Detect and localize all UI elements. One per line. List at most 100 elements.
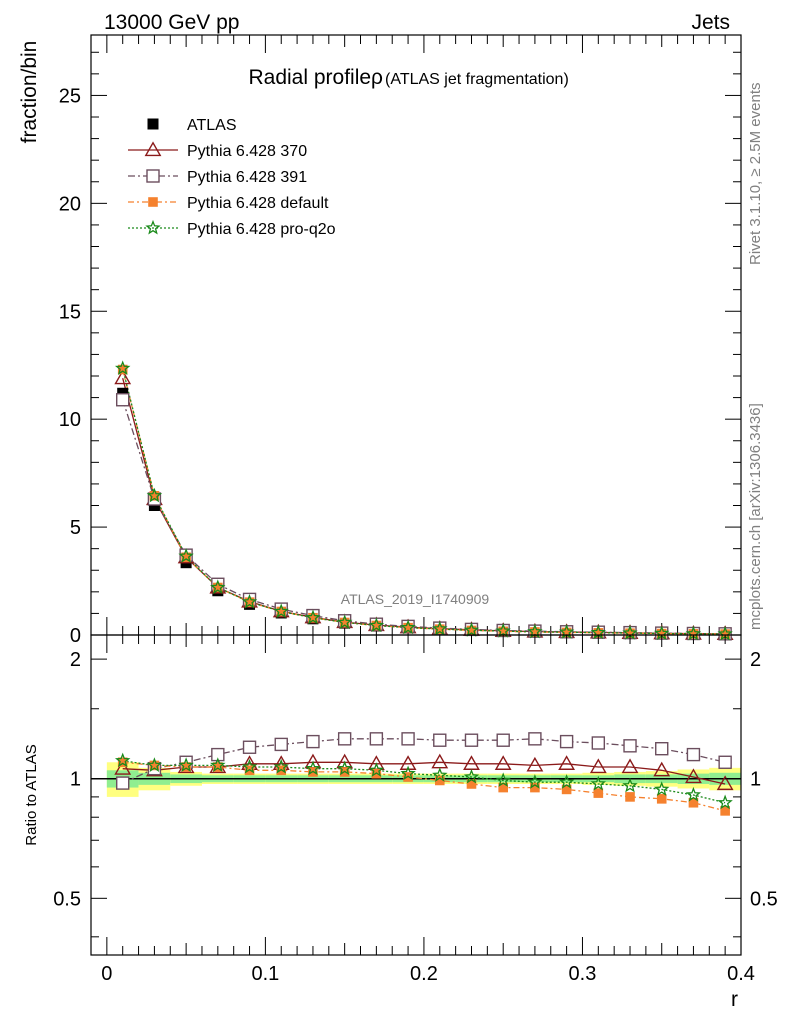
ratio-point-pythia-6-428-370 <box>558 755 576 770</box>
point-pythia-6-428-default <box>466 625 477 636</box>
point-pythia-6-428-default <box>308 612 318 623</box>
ratio-point-pythia-6-428-pro-q2o <box>114 752 131 768</box>
point-pythia-6-428-default <box>244 597 255 607</box>
main-yaxis: 0 5 10 15 20 25 <box>59 51 741 647</box>
point-pythia-6-428-pro-q2o <box>146 487 163 503</box>
point-pythia-6-428-pro-q2o <box>432 620 448 636</box>
ratio-point-pythia-6-428-pro-q2o <box>336 760 353 776</box>
ratio-point-pythia-6-428-391 <box>496 733 510 747</box>
ratio-point-pythia-6-428-default <box>561 784 572 795</box>
ratio-xlabel: r <box>731 988 738 1011</box>
ratio-point-pythia-6-428-default <box>213 762 223 772</box>
point-pythia-6-428-370 <box>114 369 132 385</box>
ratio-ytick-label-right: 2 <box>750 649 761 671</box>
ratio-panel: 0.5 0.51 12 2 0 0.1 0.2 0.3 0.4 Ratio to ATLAS … <box>23 634 778 1011</box>
ratio-point-pythia-6-428-default <box>149 760 160 771</box>
ratio-point-pythia-6-428-pro-q2o <box>178 757 194 772</box>
legend: ATLAS Pythia 6.428 370 Pythia 6.428 391 Pyt… <box>128 117 336 238</box>
point-pythia-6-428-default <box>149 490 160 501</box>
ratio-point-pythia-6-428-391 <box>369 732 384 746</box>
ratio-point-pythia-6-428-default <box>688 797 699 808</box>
ratio-point-pythia-6-428-pro-q2o <box>241 758 258 774</box>
point-pythia-6-428-pro-q2o <box>400 619 416 635</box>
point-pythia-6-428-default <box>688 629 699 639</box>
ratio-point-pythia-6-428-370 <box>589 758 607 774</box>
ratio-point-pythia-6-428-default <box>593 788 604 798</box>
point-pythia-6-428-default <box>593 628 604 638</box>
ratio-line-pythia-6-428-pro-q2o <box>122 760 726 804</box>
legend-marker-pythia-6-428-391 <box>146 169 160 183</box>
legend-label-pythia-6-428-pro-q2o: Pythia 6.428 pro-q2o <box>187 221 336 238</box>
legend-marker-pythia-6-428-default <box>148 197 158 207</box>
ratio-ytick-label-right: 0.5 <box>750 888 778 910</box>
ratio-point-pythia-6-428-391 <box>337 732 352 746</box>
point-pythia-6-428-default <box>339 617 350 628</box>
legend-label-pythia-6-428-370: Pythia 6.428 370 <box>187 143 307 160</box>
ratio-point-pythia-6-428-391 <box>116 776 130 790</box>
point-pythia-6-428-default <box>371 620 382 631</box>
main-ytick-label: 5 <box>70 517 81 539</box>
ratio-point-pythia-6-428-pro-q2o <box>495 772 511 787</box>
main-subtitle: (ATLAS jet fragmentation) <box>385 71 569 88</box>
point-pythia-6-428-pro-q2o <box>368 617 385 633</box>
ratio-point-pythia-6-428-391 <box>718 755 732 769</box>
ratio-point-pythia-6-428-370 <box>653 761 671 777</box>
ratio-point-pythia-6-428-391 <box>686 747 701 762</box>
ratio-point-pythia-6-428-391 <box>559 734 574 749</box>
ratio-point-pythia-6-428-pro-q2o <box>622 777 638 793</box>
ratio-point-pythia-6-428-391 <box>655 742 669 756</box>
ratio-point-pythia-6-428-pro-q2o <box>273 758 289 774</box>
mcplots-label: mcplots.cern.ch [arXiv:1306.3436] <box>747 403 764 630</box>
legend-label-atlas: ATLAS <box>187 117 237 134</box>
main-series-markers <box>114 360 734 641</box>
point-pythia-6-428-default <box>181 552 191 563</box>
ratio-point-pythia-6-428-pro-q2o <box>368 762 385 777</box>
ratio-point-pythia-6-428-391 <box>274 737 288 752</box>
ratio-point-pythia-6-428-370 <box>399 755 417 770</box>
point-pythia-6-428-default <box>656 628 667 639</box>
ratio-frame <box>90 634 742 956</box>
ratio-ytick-label-left: 2 <box>70 649 81 671</box>
ratio-point-pythia-6-428-default <box>530 782 540 793</box>
main-ytick-label: 15 <box>59 301 81 323</box>
ratio-ytick-label-left: 1 <box>70 769 81 791</box>
ratio-point-pythia-6-428-pro-q2o <box>685 786 702 802</box>
ratio-ylabel: Ratio to ATLAS <box>23 744 40 845</box>
header-energy-label: 13000 GeV pp <box>104 11 239 34</box>
ratio-line-pythia-6-428-370 <box>122 761 726 785</box>
ratio-point-pythia-6-428-default <box>498 782 508 793</box>
point-pythia-6-428-pro-q2o <box>210 579 226 595</box>
ratio-xtick-label: 0.4 <box>727 963 755 985</box>
ratio-point-pythia-6-428-370 <box>716 775 734 791</box>
main-title: Radial profileρ <box>248 66 383 89</box>
legend-label-pythia-6-428-default: Pythia 6.428 default <box>187 195 329 212</box>
main-ytick-label: 25 <box>59 85 81 107</box>
ratio-point-pythia-6-428-default <box>181 762 191 772</box>
point-pythia-6-428-pro-q2o <box>114 360 131 376</box>
point-pythia-6-428-default <box>117 364 128 375</box>
legend-marker-pythia-6-428-pro-q2o <box>145 219 161 235</box>
ratio-point-pythia-6-428-pro-q2o <box>527 774 543 789</box>
ratio-point-pythia-6-428-default <box>434 775 445 786</box>
point-pythia-6-428-default <box>625 628 635 639</box>
ratio-point-pythia-6-428-default <box>466 779 477 789</box>
main-ytick-label: 20 <box>59 193 81 215</box>
ratio-point-pythia-6-428-default <box>117 757 128 768</box>
rivet-version-label: Rivet 3.1.10, ≥ 2.5M events <box>747 83 764 266</box>
ratio-point-pythia-6-428-391 <box>433 733 447 747</box>
point-pythia-6-428-default <box>403 622 413 633</box>
ratio-point-pythia-6-428-pro-q2o <box>463 768 480 784</box>
header-jets-label: Jets <box>691 11 730 34</box>
point-pythia-6-428-default <box>434 624 445 634</box>
ratio-point-pythia-6-428-pro-q2o <box>432 767 448 782</box>
ratio-point-pythia-6-428-default <box>625 792 635 802</box>
point-pythia-6-428-pro-q2o <box>305 609 321 625</box>
ratio-point-pythia-6-428-pro-q2o <box>210 757 226 772</box>
ratio-point-pythia-6-428-370 <box>621 758 639 774</box>
point-pythia-6-428-default <box>561 627 572 638</box>
ratio-xtick-label: 0.1 <box>251 963 279 985</box>
ratio-point-pythia-6-428-pro-q2o <box>653 781 670 796</box>
point-pythia-6-428-pro-q2o <box>336 614 353 630</box>
ratio-xaxis: 0 0.1 0.2 0.3 0.4 <box>101 635 755 985</box>
point-pythia-6-428-default <box>498 626 508 637</box>
